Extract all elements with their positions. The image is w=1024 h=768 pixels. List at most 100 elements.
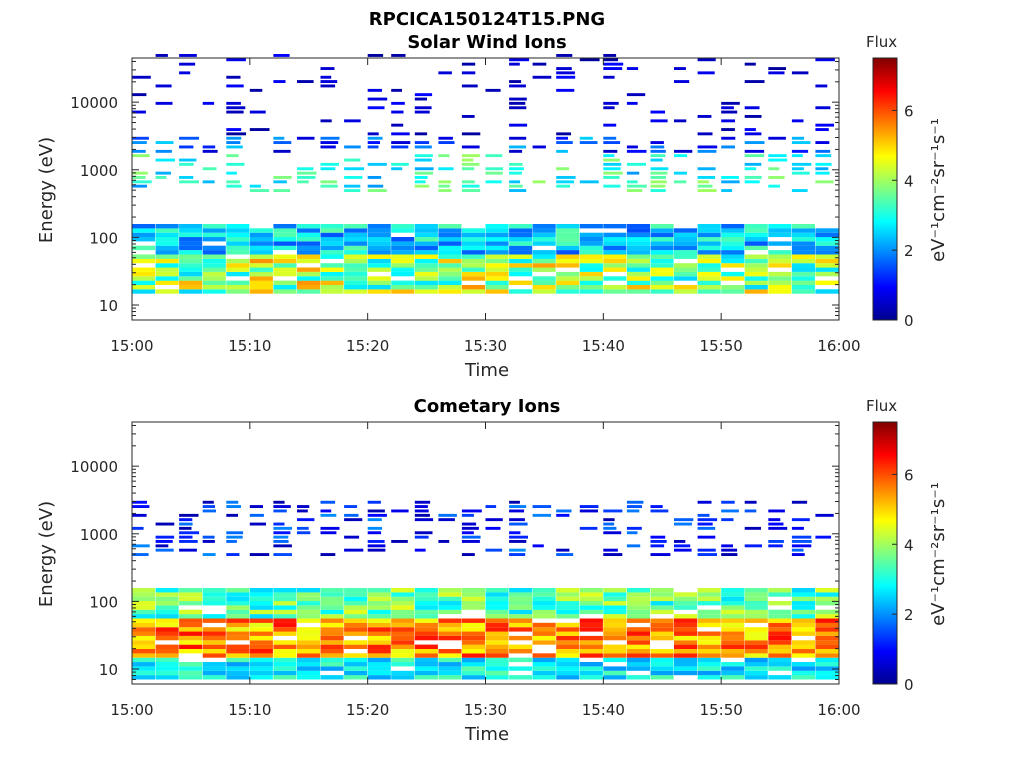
heatmap-cell (791, 254, 815, 259)
heatmap-cell (721, 250, 745, 255)
heatmap-cell (485, 657, 509, 663)
heatmap-cell (791, 614, 815, 619)
heatmap-cell (391, 627, 415, 632)
heatmap-cell (344, 237, 368, 242)
heatmap-cell (650, 662, 674, 667)
heatmap-cell (461, 622, 485, 628)
heatmap-cell (815, 289, 839, 294)
heatmap-cell (697, 622, 721, 628)
heatmap-cell (438, 653, 462, 658)
heatmap-cell (179, 618, 203, 623)
heatmap-cell (626, 67, 639, 70)
heatmap-cell (297, 666, 321, 671)
heatmap-cell (155, 670, 179, 676)
heatmap-cell (791, 263, 815, 268)
heatmap-cell (367, 289, 391, 294)
heatmap-cell (485, 662, 509, 667)
heatmap-cell (791, 526, 804, 530)
heatmap-cell (226, 171, 237, 175)
heatmap-cell (768, 176, 785, 179)
heatmap-cell (273, 526, 292, 530)
heatmap-cell (650, 631, 674, 636)
heatmap-cell (226, 154, 239, 158)
heatmap-cell (297, 267, 321, 272)
heatmap-cell (391, 662, 415, 667)
heatmap-cell (650, 280, 674, 285)
heatmap-cell (744, 596, 768, 602)
heatmap-cell (674, 627, 698, 632)
heatmap-cell (391, 592, 415, 597)
heatmap-cell (791, 232, 815, 238)
heatmap-cell (414, 614, 438, 619)
heatmap-cell (155, 280, 179, 285)
y-tick-label: 1000 (80, 162, 118, 180)
heatmap-cell (391, 601, 415, 606)
x-tick-label: 16:00 (817, 701, 860, 719)
heatmap-cell (768, 540, 784, 543)
heatmap-cell (485, 180, 502, 184)
heatmap-cell (721, 258, 745, 264)
heatmap-cell (297, 618, 321, 623)
heatmap-cell (226, 675, 250, 680)
heatmap-cell (461, 285, 485, 290)
heatmap-cell (815, 263, 839, 268)
heatmap-cell (768, 154, 787, 158)
heatmap-cell (744, 631, 768, 636)
heatmap-cell (249, 237, 273, 242)
heatmap-cell (509, 224, 533, 229)
heatmap-cell (320, 596, 344, 602)
heatmap-cell (791, 245, 815, 251)
heatmap-cell (461, 158, 474, 162)
heatmap-cell (367, 592, 391, 597)
heatmap-cell (320, 84, 336, 88)
heatmap-cell (721, 631, 745, 636)
heatmap-cell (414, 548, 426, 552)
heatmap-cell (132, 171, 148, 175)
heatmap-cell (226, 128, 242, 131)
heatmap-cell (155, 548, 174, 552)
heatmap-cell (132, 154, 150, 158)
heatmap-cell (461, 675, 485, 680)
heatmap-cell (556, 184, 570, 188)
heatmap-cell (132, 662, 156, 667)
heatmap-cell (179, 644, 203, 649)
heatmap-cell (509, 123, 528, 127)
heatmap-cell (320, 509, 332, 513)
heatmap-cell (744, 675, 768, 680)
heatmap-cell (603, 609, 627, 615)
heatmap-cell (791, 618, 815, 623)
heatmap-cell (320, 662, 344, 667)
heatmap-cell (768, 271, 792, 277)
heatmap-cell (297, 526, 309, 530)
heatmap-cell (603, 149, 618, 153)
heatmap-cell (132, 614, 156, 619)
heatmap-cell (768, 618, 792, 623)
heatmap-cell (721, 609, 745, 615)
heatmap-cell (155, 522, 175, 526)
heatmap-cell (320, 145, 336, 149)
heatmap-cell (579, 605, 603, 610)
heatmap-cells (132, 500, 839, 680)
heatmap-cell (791, 666, 815, 671)
heatmap-cell (391, 649, 415, 654)
heatmap-cell (485, 224, 509, 229)
heatmap-cell (155, 171, 171, 175)
heatmap-cell (603, 276, 627, 281)
heatmap-cell (249, 513, 264, 517)
heatmap-cell (273, 670, 297, 676)
heatmap-cell (674, 67, 686, 70)
heatmap-cell (155, 605, 179, 610)
heatmap-cell (344, 280, 368, 285)
heatmap-cell (509, 263, 533, 268)
heatmap-cell (485, 237, 509, 242)
heatmap-cell (461, 553, 475, 556)
heatmap-cell (297, 609, 321, 615)
heatmap-cell (744, 241, 768, 246)
heatmap-cell (226, 592, 250, 597)
heatmap-cell (461, 644, 485, 649)
heatmap-cell (650, 609, 674, 615)
heatmap-cell (509, 500, 520, 504)
heatmap-cell (132, 176, 146, 179)
heatmap-cell (579, 136, 593, 140)
